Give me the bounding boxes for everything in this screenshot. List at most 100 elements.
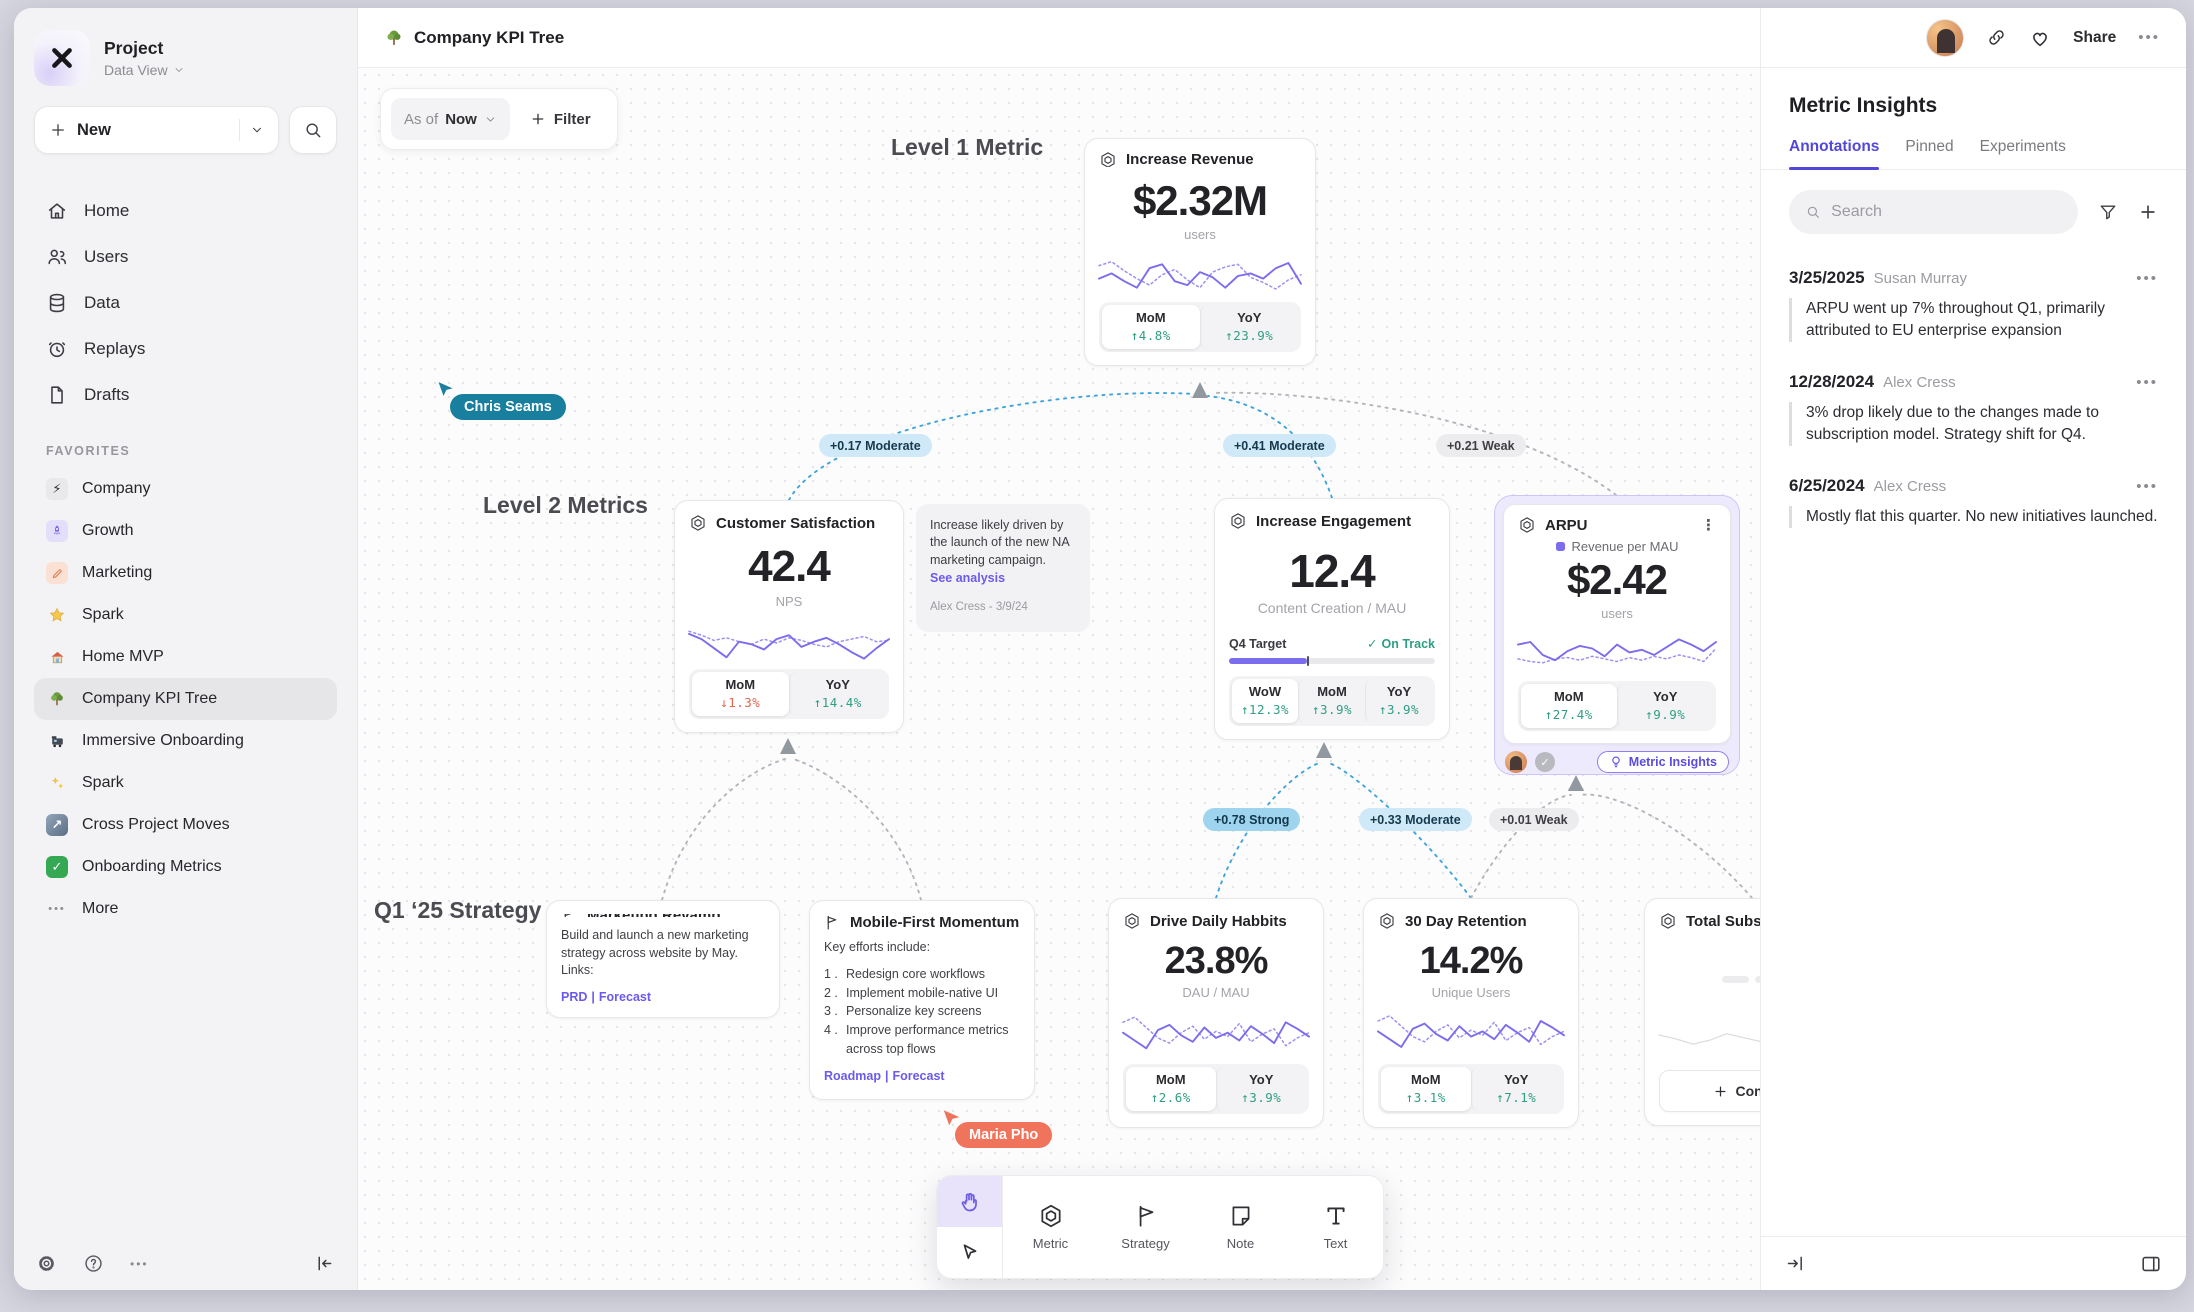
edge-badge[interactable]: +0.01 Weak: [1489, 808, 1579, 831]
split-view-icon[interactable]: [2140, 1253, 2162, 1275]
sidebar-item-users[interactable]: Users: [34, 234, 337, 280]
favorite-immersive-onboarding[interactable]: Immersive Onboarding: [34, 720, 337, 762]
edge-badge[interactable]: +0.33 Moderate: [1359, 808, 1472, 831]
sidebar-item-drafts[interactable]: Drafts: [34, 372, 337, 418]
favorite-onboarding-metrics[interactable]: ✓ Onboarding Metrics: [34, 846, 337, 888]
text-tool-button[interactable]: Text: [1288, 1176, 1383, 1278]
stat-yoy[interactable]: YoY ↑7.1%: [1470, 1067, 1562, 1111]
tab-annotations[interactable]: Annotations: [1789, 138, 1880, 170]
search-input[interactable]: [1831, 203, 2062, 221]
as-of-dropdown[interactable]: As of Now: [391, 98, 510, 140]
help-icon[interactable]: [83, 1253, 104, 1274]
favorite-spark-2[interactable]: Spark: [34, 762, 337, 804]
favorite-company[interactable]: ⚡ Company: [34, 468, 337, 510]
favorite-home-mvp[interactable]: Home MVP: [34, 636, 337, 678]
filter-button[interactable]: Filter: [514, 98, 607, 140]
annotation-item[interactable]: 12/28/2024 Alex Cress ••• 3% drop likely…: [1789, 372, 2158, 446]
metric-card-drive-daily-habbits[interactable]: Drive Daily Habbits 23.8% DAU / MAU MoM ↑…: [1108, 898, 1324, 1128]
annotation-search[interactable]: [1789, 190, 2078, 234]
stat-yoy[interactable]: YoY ↑3.9%: [1215, 1067, 1307, 1111]
sidebar-item-home[interactable]: Home: [34, 188, 337, 234]
gear-icon[interactable]: [36, 1253, 57, 1274]
forecast-link[interactable]: Forecast: [598, 990, 652, 1004]
stat-mom[interactable]: MoM ↑4.8%: [1102, 305, 1200, 349]
metric-card-customer-satisfaction[interactable]: Customer Satisfaction 42.4 NPS MoM ↓1.3% …: [674, 500, 904, 733]
see-analysis-link[interactable]: See analysis: [930, 570, 1006, 585]
metric-card-increase-revenue[interactable]: Increase Revenue $2.32M users MoM ↑4.8% Y…: [1084, 138, 1316, 366]
metric-card-30-day-retention[interactable]: 30 Day Retention 14.2% Unique Users MoM ↑…: [1363, 898, 1579, 1128]
stat-yoy[interactable]: YoY ↑23.9%: [1199, 305, 1299, 349]
favorite-company-kpi-tree[interactable]: Company KPI Tree: [34, 678, 337, 720]
stat-yoy[interactable]: YoY ↑14.4%: [788, 672, 887, 716]
roadmap-link[interactable]: Roadmap: [824, 1068, 881, 1083]
metric-tool-button[interactable]: Metric: [1003, 1176, 1098, 1278]
stat-mom[interactable]: MoM ↑3.1%: [1381, 1067, 1471, 1111]
strategy-card-marketing-revamp[interactable]: Marketing Revamp Build and launch a new …: [546, 900, 780, 1018]
annotation-menu-icon[interactable]: •••: [2136, 478, 2158, 495]
metric-insights-button[interactable]: Metric Insights: [1596, 751, 1729, 773]
sidebar-item-replays[interactable]: Replays: [34, 326, 337, 372]
ellipsis-icon[interactable]: •••: [130, 1256, 149, 1271]
favorite-cross-project-moves[interactable]: ↗ Cross Project Moves: [34, 804, 337, 846]
legend-swatch: [1555, 542, 1565, 551]
stat-mom[interactable]: MoM ↓1.3%: [692, 672, 789, 716]
metric-card-total-subscriptions[interactable]: Total Subscriptions Connect: [1644, 898, 1760, 1126]
edge-badge[interactable]: +0.78 Strong: [1203, 808, 1301, 831]
collapse-panel-icon[interactable]: [1785, 1253, 1806, 1274]
search-button[interactable]: [289, 106, 337, 154]
connect-data-button[interactable]: Connect: [1659, 1070, 1760, 1112]
new-button[interactable]: New: [34, 106, 279, 154]
filter-funnel-icon[interactable]: [2098, 202, 2118, 222]
annotation-item[interactable]: 6/25/2024 Alex Cress ••• Mostly flat thi…: [1789, 476, 2158, 528]
chevron-down-icon[interactable]: [250, 123, 264, 137]
metric-card-arpu-selected[interactable]: ARPU ⋮ Revenue per MAU $2.42 users MoM ↑2…: [1494, 495, 1740, 775]
annotation-item[interactable]: 3/25/2025 Susan Murray ••• ARPU went up …: [1789, 268, 2158, 342]
kpi-canvas[interactable]: As of Now Filter Level 1 Metric Level 2 …: [358, 68, 1760, 1290]
strategy-tool-button[interactable]: Strategy: [1098, 1176, 1193, 1278]
panel-footer: [1761, 1236, 2186, 1290]
strategy-card-mobile-first-momentum[interactable]: Mobile-First Momentum Key efforts includ…: [809, 900, 1035, 1100]
avatar[interactable]: [1926, 18, 1965, 57]
stat-yoy[interactable]: YoY ↑3.9%: [1365, 679, 1432, 723]
collapse-sidebar-icon[interactable]: [314, 1253, 335, 1274]
forecast-link[interactable]: Forecast: [892, 1068, 945, 1083]
card-menu-icon[interactable]: ⋮: [1701, 517, 1716, 533]
metric-hexagon-icon: [1040, 1204, 1061, 1228]
sidebar-item-data[interactable]: Data: [34, 280, 337, 326]
edge-badge[interactable]: +0.41 Moderate: [1223, 434, 1336, 457]
select-tool-button[interactable]: [937, 1227, 1002, 1278]
stat-mom[interactable]: MoM ↑27.4%: [1521, 684, 1617, 728]
metric-card-increase-engagement[interactable]: Increase Engagement 12.4 Content Creatio…: [1214, 498, 1450, 740]
edge-badge[interactable]: +0.21 Weak: [1436, 434, 1526, 457]
edge-badge[interactable]: +0.17 Moderate: [819, 434, 932, 457]
tab-experiments[interactable]: Experiments: [1979, 138, 2066, 155]
annotation-menu-icon[interactable]: •••: [2136, 270, 2158, 287]
chevron-down-icon: [486, 116, 495, 122]
note-tool-button[interactable]: Note: [1193, 1176, 1288, 1278]
plus-icon: [52, 124, 64, 136]
stat-mom[interactable]: MoM ↑3.9%: [1298, 679, 1365, 723]
stat-wow[interactable]: WoW ↑12.3%: [1232, 679, 1298, 723]
strategy-flag-icon: [827, 915, 837, 930]
annotation-note-card[interactable]: Increase likely driven by the launch of …: [916, 504, 1090, 632]
hand-tool-button[interactable]: [937, 1176, 1002, 1227]
share-button[interactable]: Share: [2073, 28, 2117, 46]
copy-link-icon[interactable]: [1986, 27, 2007, 48]
more-menu-icon[interactable]: •••: [2138, 29, 2160, 46]
prd-link[interactable]: PRD: [561, 990, 588, 1004]
stat-yoy[interactable]: YoY ↑9.9%: [1616, 684, 1714, 728]
plus-icon: [532, 113, 544, 125]
tab-pinned[interactable]: Pinned: [1905, 138, 1954, 155]
favorite-heart-icon[interactable]: [2029, 27, 2051, 49]
workspace-logo[interactable]: [34, 30, 90, 86]
favorite-marketing[interactable]: Marketing: [34, 552, 337, 594]
canvas-toolbar: Metric Strategy Note Text: [936, 1175, 1384, 1279]
favorite-growth[interactable]: Growth: [34, 510, 337, 552]
project-view-switcher[interactable]: Data View: [104, 62, 185, 78]
sidebar-more[interactable]: ••• More: [34, 888, 337, 930]
note-byline: Alex Cress - 3/9/24: [930, 600, 1028, 613]
favorite-spark[interactable]: Spark: [34, 594, 337, 636]
annotation-menu-icon[interactable]: •••: [2136, 374, 2158, 391]
add-annotation-icon[interactable]: [2138, 202, 2158, 222]
stat-mom[interactable]: MoM ↑2.6%: [1126, 1067, 1216, 1111]
